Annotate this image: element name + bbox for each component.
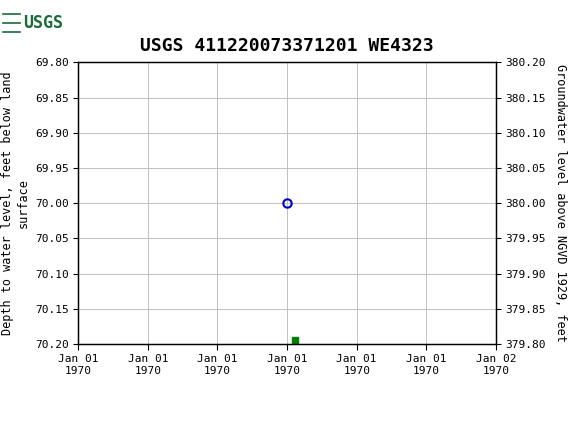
- Y-axis label: Depth to water level, feet below land
surface: Depth to water level, feet below land su…: [1, 71, 29, 335]
- Title: USGS 411220073371201 WE4323: USGS 411220073371201 WE4323: [140, 37, 434, 55]
- Text: USGS: USGS: [24, 14, 63, 31]
- Y-axis label: Groundwater level above NGVD 1929, feet: Groundwater level above NGVD 1929, feet: [554, 64, 567, 342]
- Legend: Period of approved data: Period of approved data: [179, 427, 396, 430]
- FancyBboxPatch shape: [3, 3, 84, 42]
